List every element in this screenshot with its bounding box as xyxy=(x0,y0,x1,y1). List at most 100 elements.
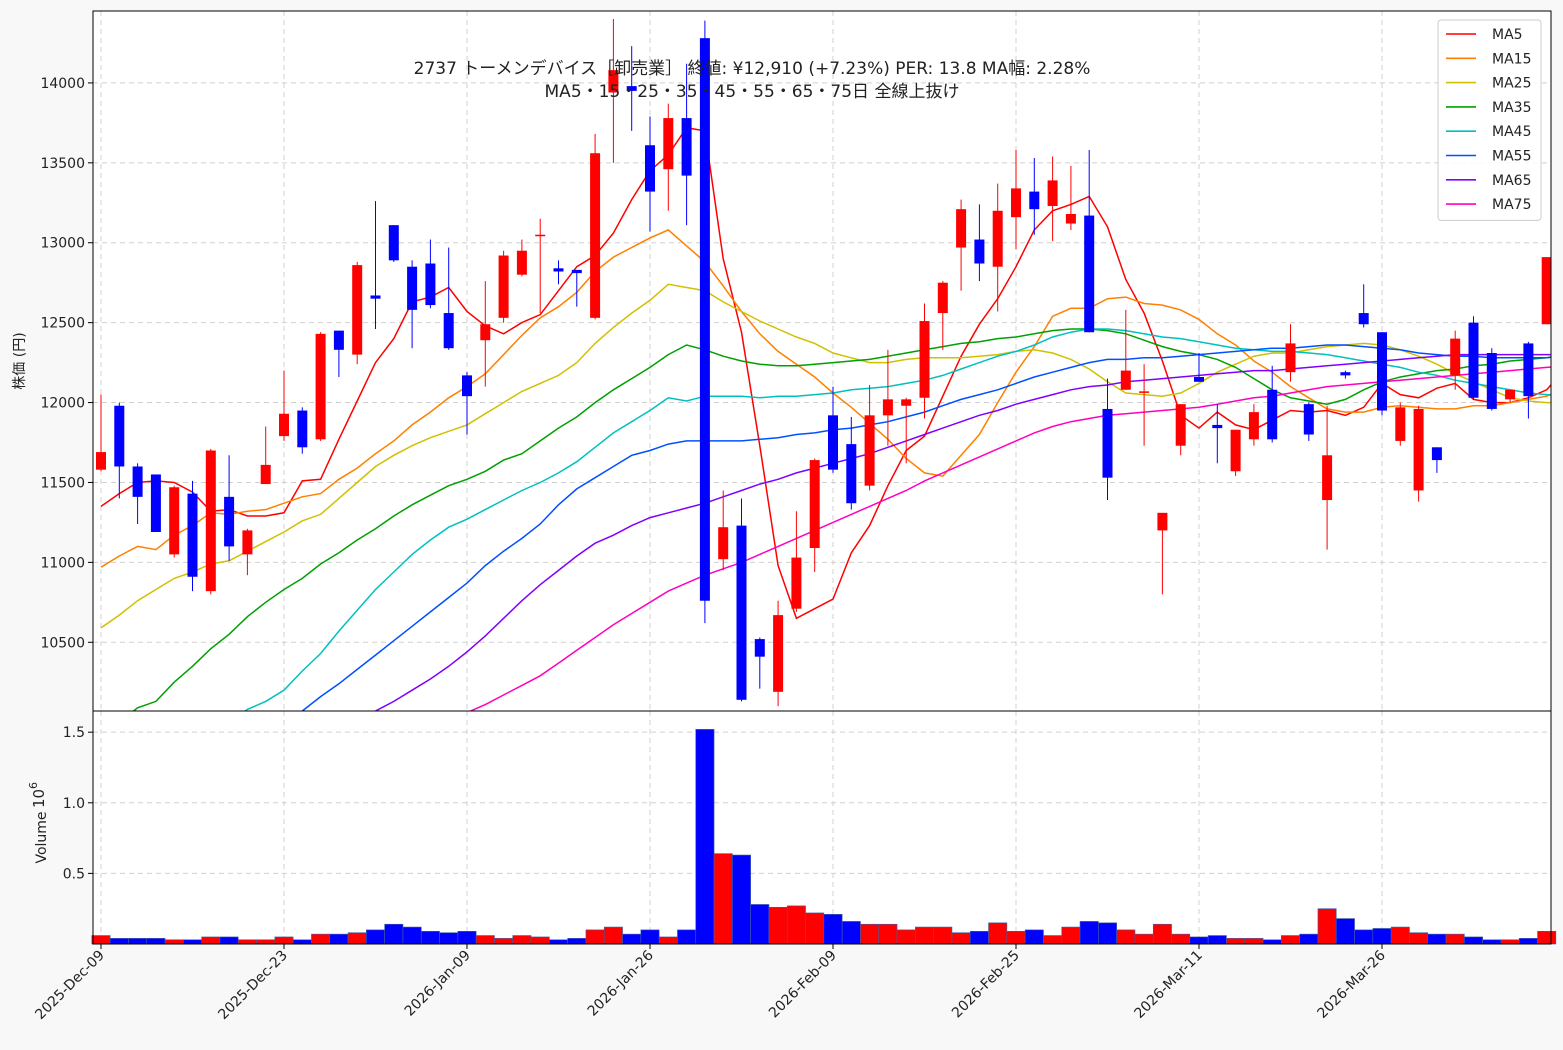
candle-body xyxy=(425,263,436,306)
candle-body xyxy=(791,557,802,609)
x-tick-label: 2026-Feb-09 xyxy=(766,948,840,1022)
volume-bar xyxy=(896,929,916,945)
volume-bar xyxy=(750,904,770,945)
volume-bar xyxy=(146,938,166,945)
volume-bar xyxy=(1500,939,1520,945)
candle-body xyxy=(187,493,198,577)
candle-body xyxy=(699,38,710,601)
candle-body xyxy=(1047,180,1058,206)
volume-bar xyxy=(860,923,880,945)
candle-body xyxy=(535,234,546,237)
candle-body xyxy=(407,266,418,310)
candle-body xyxy=(1029,191,1040,210)
volume-bar xyxy=(786,905,806,945)
volume-bar xyxy=(1189,936,1209,945)
candle-body xyxy=(1102,408,1113,478)
candle-body xyxy=(114,405,125,467)
volume-bar xyxy=(256,939,276,945)
chart-title-line2: MA5・15・25・35・45・55・65・75日 全線上抜け xyxy=(545,82,960,102)
volume-bar xyxy=(1445,933,1465,945)
candle-body xyxy=(1395,407,1406,441)
volume-bar xyxy=(128,938,148,945)
volume-bar xyxy=(677,929,697,945)
volume-bar xyxy=(512,935,532,945)
x-tick-label: 2026-Feb-25 xyxy=(949,948,1023,1022)
candle-body xyxy=(974,239,985,264)
candle-body xyxy=(773,615,784,692)
candle-body xyxy=(352,265,363,355)
candle-body xyxy=(553,268,564,272)
candle-body xyxy=(1377,332,1387,411)
volume-bar xyxy=(603,926,623,945)
candle-body xyxy=(333,330,344,350)
candle-body xyxy=(882,399,893,416)
candle-body xyxy=(1505,389,1516,400)
x-tick-label: 2025-Dec-09 xyxy=(32,948,107,1023)
price-panel-background xyxy=(93,11,1551,711)
volume-bar xyxy=(347,932,367,945)
candle-body xyxy=(224,496,235,547)
volume-bar xyxy=(1152,923,1172,945)
volume-bar xyxy=(183,939,202,945)
volume-bar xyxy=(1464,936,1483,945)
volume-scale-label: 106 xyxy=(27,782,48,808)
legend-label: MA5 xyxy=(1492,27,1523,43)
candle-body xyxy=(1431,447,1442,461)
volume-bar xyxy=(1262,939,1282,945)
candle-body xyxy=(663,118,674,170)
legend-label: MA75 xyxy=(1492,197,1531,213)
volume-bar xyxy=(768,906,788,945)
volume-bar xyxy=(420,930,440,945)
volume-bar xyxy=(1207,935,1227,945)
candle-body xyxy=(242,530,253,555)
candle-body xyxy=(516,250,527,275)
ma-line-ma5 xyxy=(100,126,1551,620)
candle-body xyxy=(279,413,289,437)
legend-box xyxy=(1437,19,1542,221)
candle-body xyxy=(754,639,765,657)
volume-bar xyxy=(1079,921,1099,945)
volume-panel-background xyxy=(93,711,1551,944)
volume-bar xyxy=(1335,918,1355,945)
legend-label: MA35 xyxy=(1492,100,1531,116)
volume-bar xyxy=(1482,939,1502,945)
volume-bar xyxy=(805,912,825,945)
candle-body xyxy=(681,118,692,176)
legend-label: MA15 xyxy=(1492,51,1531,67)
candle-body xyxy=(1230,429,1241,472)
volume-bar xyxy=(841,921,861,945)
candle-body xyxy=(864,415,875,486)
candle-body xyxy=(846,444,857,504)
volume-bar xyxy=(1043,935,1063,945)
volume-bar xyxy=(475,935,495,945)
volume-bar xyxy=(567,938,587,945)
price-tick-label: 13500 xyxy=(40,156,85,172)
candle-body xyxy=(956,209,967,248)
volume-bar xyxy=(311,933,331,945)
candle-body xyxy=(590,153,601,318)
volume-bar xyxy=(1116,929,1136,945)
candle-body xyxy=(498,255,509,318)
volume-bar xyxy=(988,922,1008,945)
volume-bar xyxy=(91,935,111,945)
candle-body xyxy=(297,410,308,448)
legend-label: MA65 xyxy=(1492,173,1531,189)
volume-bar xyxy=(329,933,349,945)
volume-bar xyxy=(1244,938,1264,945)
candle-body xyxy=(718,527,729,560)
volume-bar xyxy=(1317,908,1337,945)
candle-body xyxy=(1267,389,1278,440)
volume-tick-label: 1.5 xyxy=(63,725,85,741)
volume-bar xyxy=(1354,929,1374,945)
volume-bar xyxy=(1061,926,1081,945)
price-tick-label: 13000 xyxy=(40,236,85,252)
candle-body xyxy=(919,321,930,398)
volume-bar xyxy=(732,854,751,945)
price-axis-label: 株価 (円) xyxy=(12,332,28,389)
candle-body xyxy=(937,282,948,314)
candle-body xyxy=(1212,424,1223,429)
volume-bar xyxy=(237,939,257,945)
volume-bar xyxy=(1409,932,1429,945)
volume-axis-label: Volume xyxy=(34,811,50,863)
candle-body xyxy=(571,269,582,274)
